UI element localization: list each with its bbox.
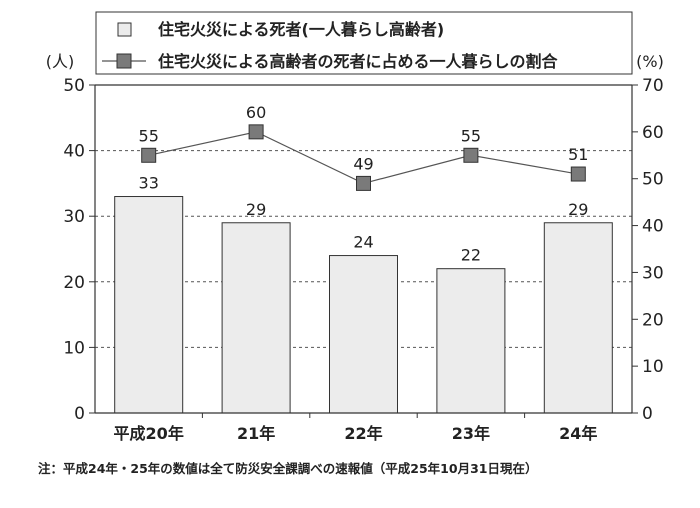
- legend-bar-label: 住宅火災による死者(一人暮らし高齢者): [158, 20, 444, 39]
- bar: [329, 255, 398, 414]
- line-point: [141, 147, 157, 163]
- legend-line-marker: [116, 53, 132, 69]
- line-value-label: 49: [353, 154, 373, 173]
- bar-value-label: 24: [353, 233, 373, 252]
- y-tick-label-left: 0: [74, 404, 85, 424]
- x-tick-label: 24年: [559, 424, 597, 443]
- line-point: [248, 124, 264, 140]
- legend-bar-swatch: [117, 22, 132, 37]
- y-tick-label-right: 60: [642, 123, 664, 143]
- y-tick-label-right: 70: [642, 76, 664, 96]
- line-point: [463, 147, 479, 163]
- bar-value-label: 29: [568, 200, 588, 219]
- line-series: [141, 124, 586, 191]
- legend-line-label: 住宅火災による高齢者の死者に占める一人暮らしの割合: [158, 52, 559, 71]
- bar-value-label: 33: [139, 174, 159, 193]
- labels: 33 29 24 22 29 0 10 20 30 40 50 0 10 20 30 40 50 60 70 平成20…: [46, 52, 664, 443]
- y-axis-left-unit: (人): [46, 52, 75, 71]
- legend: 住宅火災による死者(一人暮らし高齢者) 住宅火災による高齢者の死者に占める一人暮ら…: [95, 11, 633, 75]
- y-tick-label-right: 40: [642, 217, 664, 237]
- y-tick-label-left: 40: [63, 142, 85, 162]
- bar-series: [114, 196, 613, 414]
- bar: [221, 222, 291, 414]
- line-value-label: 55: [461, 126, 481, 145]
- line-value-label: 51: [568, 145, 588, 164]
- line-point: [570, 166, 586, 182]
- x-tick-label: 22年: [344, 424, 382, 443]
- line-point: [356, 175, 371, 191]
- x-tick-label: 平成20年: [114, 424, 184, 443]
- x-tick-label: 21年: [237, 424, 275, 443]
- footnote: 注：平成24年・25年の数値は全て防災安全課調べの速報値（平成25年10月31日…: [38, 461, 538, 476]
- y-tick-label-right: 50: [642, 170, 664, 190]
- line-value-label: 60: [246, 103, 266, 122]
- axes: [89, 84, 638, 418]
- y-tick-label-left: 10: [63, 338, 85, 358]
- x-tick-label: 23年: [452, 424, 490, 443]
- bar-value-label: 29: [246, 200, 266, 219]
- y-tick-label-left: 20: [63, 273, 85, 293]
- y-tick-label-left: 30: [63, 207, 85, 227]
- bar: [436, 268, 506, 414]
- line-value-label: 55: [139, 126, 159, 145]
- bar-value-label: 22: [461, 246, 481, 265]
- bar: [114, 196, 184, 414]
- y-tick-label-right: 0: [642, 404, 653, 424]
- bar: [543, 222, 613, 414]
- y-tick-label-right: 20: [642, 310, 664, 330]
- legend-box: [95, 11, 633, 75]
- y-tick-label-right: 30: [642, 263, 664, 283]
- y-tick-label-right: 10: [642, 357, 664, 377]
- y-tick-label-left: 50: [63, 76, 85, 96]
- y-axis-right-unit: (%): [636, 52, 664, 71]
